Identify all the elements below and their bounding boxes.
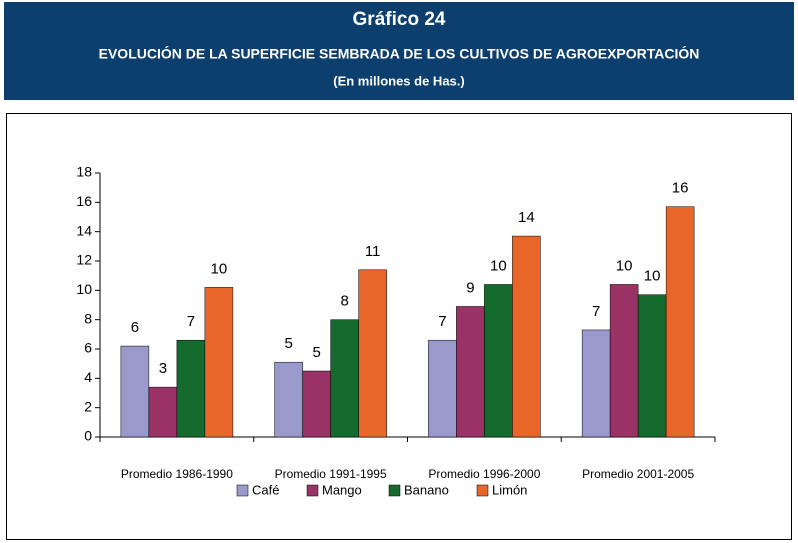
legend-label: Limón (492, 482, 527, 497)
value-label: 5 (312, 344, 320, 361)
value-label: 7 (187, 313, 195, 330)
value-label: 3 (159, 360, 167, 377)
y-tick-label: 8 (84, 310, 92, 326)
value-label: 9 (466, 279, 474, 296)
value-label: 8 (340, 293, 348, 310)
y-tick-label: 12 (76, 252, 92, 268)
y-tick-label: 2 (84, 398, 92, 414)
legend-swatch (236, 484, 249, 497)
legend-swatch (476, 484, 489, 497)
value-label: 6 (131, 319, 139, 336)
value-label: 7 (438, 313, 446, 330)
y-tick-label: 16 (76, 193, 92, 209)
value-label: 10 (644, 268, 661, 285)
bar (609, 284, 639, 438)
bar (484, 284, 513, 438)
bar (665, 206, 695, 438)
x-tick-label: Promedio 1991-1995 (275, 467, 387, 481)
x-tick-label: Promedio 1986-1990 (121, 467, 233, 481)
header (4, 2, 794, 100)
value-label: 11 (365, 243, 381, 260)
y-tick-label: 6 (84, 340, 92, 356)
value-label: 10 (211, 260, 228, 277)
y-tick-label: 18 (76, 164, 92, 180)
value-label: 10 (490, 257, 507, 274)
legend-swatch (306, 484, 319, 497)
value-label: 16 (672, 180, 689, 197)
chart-title: Gráfico 24 (353, 9, 446, 30)
x-tick-label: Promedio 1996-2000 (428, 467, 540, 481)
bar (330, 319, 359, 438)
bar (358, 269, 387, 438)
bar (456, 306, 485, 438)
bar (204, 287, 234, 438)
value-label: 7 (592, 303, 600, 320)
y-tick-label: 14 (76, 222, 92, 238)
bar (428, 339, 457, 438)
bar (581, 329, 611, 438)
bar (637, 294, 667, 438)
bar (176, 339, 206, 438)
bar (120, 345, 150, 438)
y-tick-label: 0 (84, 428, 92, 444)
unit-note: (En millones de Has.) (333, 73, 464, 88)
legend-label: Mango (322, 482, 362, 497)
bar (302, 370, 331, 438)
legend-label: Banano (404, 482, 449, 497)
bar (274, 361, 303, 438)
bar (512, 235, 541, 438)
value-label: 10 (616, 257, 633, 274)
legend-swatch (388, 484, 401, 497)
value-label: 5 (284, 335, 292, 352)
y-tick-label: 4 (84, 369, 92, 385)
legend-label: Café (252, 482, 279, 497)
value-label: 14 (518, 209, 535, 226)
x-tick-label: Promedio 2001-2005 (582, 467, 694, 481)
chart-subtitle: EVOLUCIÓN DE LA SUPERFICIE SEMBRADA DE L… (99, 45, 700, 62)
bar (148, 386, 178, 438)
y-tick-label: 10 (76, 281, 92, 297)
